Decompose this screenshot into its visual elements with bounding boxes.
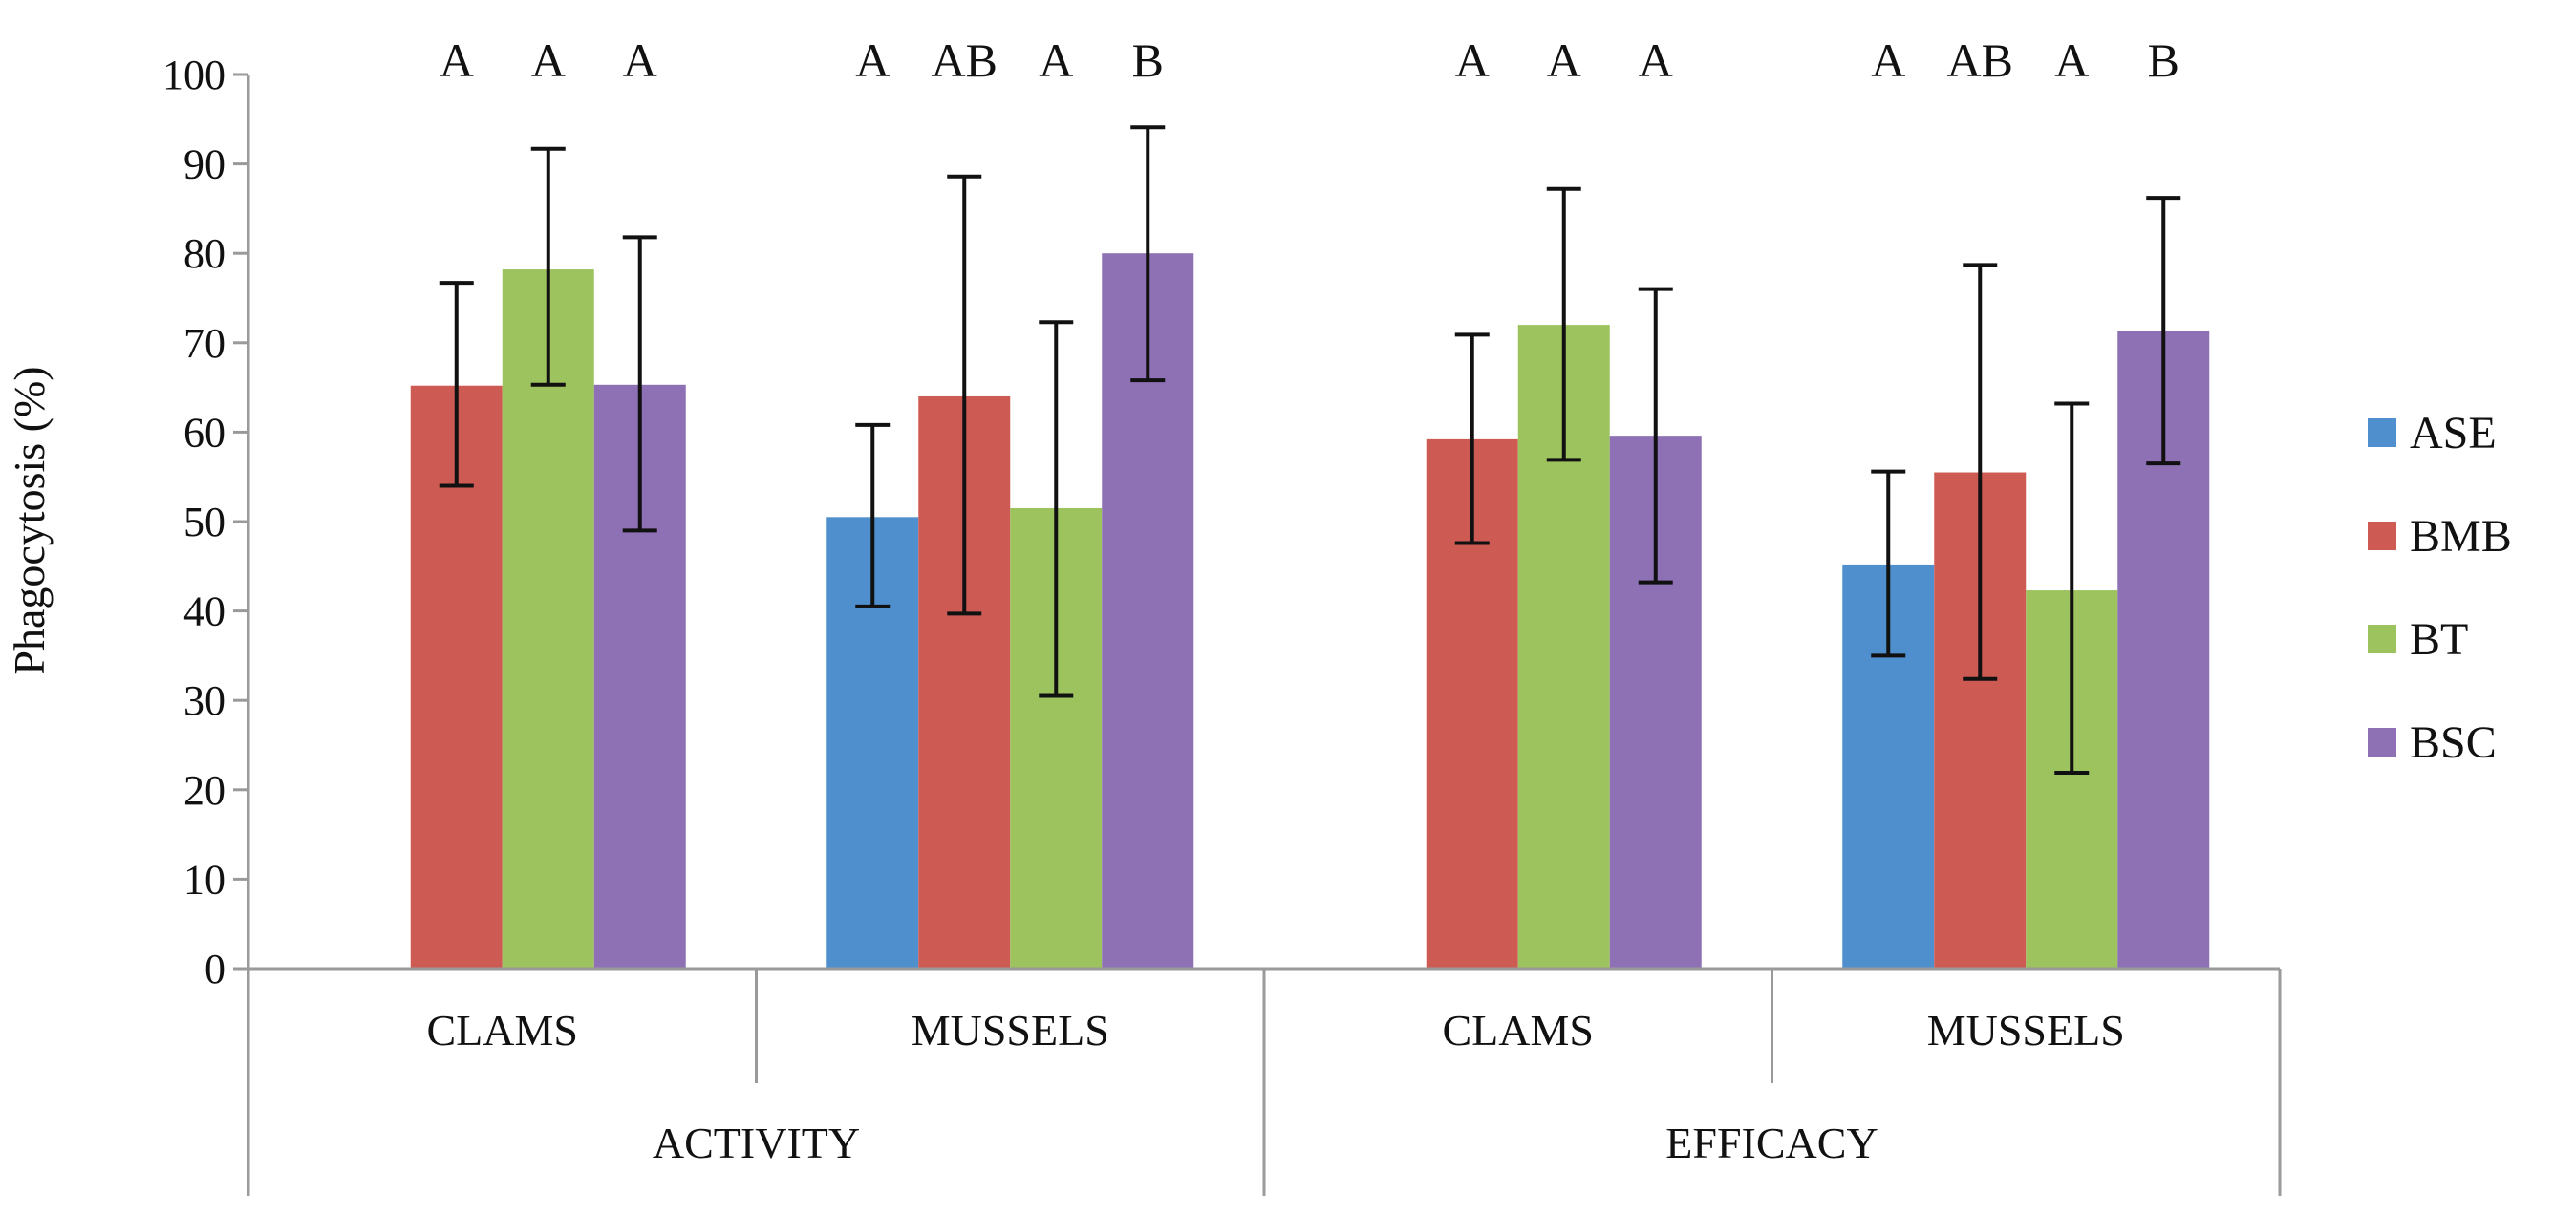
- significance-letter: A: [1871, 33, 1905, 87]
- legend-label: BSC: [2410, 717, 2497, 768]
- significance-letter: A: [531, 33, 566, 87]
- group-label: CLAMS: [1443, 1006, 1594, 1055]
- legend-label: ASE: [2410, 408, 2497, 459]
- y-tick-label: 90: [183, 141, 225, 188]
- y-tick-label: 0: [204, 946, 225, 992]
- significance-letter: A: [1639, 33, 1673, 87]
- significance-letter: AB: [932, 33, 998, 87]
- y-tick-label: 70: [183, 320, 225, 367]
- y-tick-label: 60: [183, 409, 225, 456]
- significance-letter: A: [1039, 33, 1073, 87]
- outer-group-label: ACTIVITY: [653, 1119, 860, 1167]
- group-label: MUSSELS: [912, 1006, 1109, 1055]
- significance-letter: B: [2148, 33, 2179, 87]
- legend-swatch-bsc: [2368, 728, 2396, 757]
- significance-letter: A: [2054, 33, 2089, 87]
- significance-letter: A: [1547, 33, 1581, 87]
- significance-letter: A: [623, 33, 657, 87]
- legend-swatch-bmb: [2368, 522, 2396, 550]
- y-tick-label: 80: [183, 230, 225, 277]
- y-tick-label: 20: [183, 767, 225, 814]
- y-axis-title: Phagocytosis (%): [5, 366, 54, 674]
- outer-group-label: EFFICACY: [1665, 1119, 1878, 1167]
- significance-letter: A: [440, 33, 474, 87]
- legend-swatch-ase: [2368, 418, 2396, 447]
- significance-letter: AB: [1947, 33, 2013, 87]
- significance-letter: A: [1455, 33, 1490, 87]
- y-tick-label: 40: [183, 588, 225, 635]
- y-tick-label: 30: [183, 677, 225, 724]
- significance-letter: A: [855, 33, 890, 87]
- y-tick-label: 100: [162, 52, 225, 98]
- y-tick-label: 10: [183, 856, 225, 903]
- legend-swatch-bt: [2368, 625, 2396, 653]
- y-tick-label: 50: [183, 499, 225, 545]
- group-label: MUSSELS: [1927, 1006, 2125, 1055]
- legend-label: BT: [2410, 614, 2468, 665]
- significance-letter: B: [1132, 33, 1164, 87]
- legend-label: BMB: [2410, 511, 2512, 562]
- group-label: CLAMS: [427, 1006, 578, 1055]
